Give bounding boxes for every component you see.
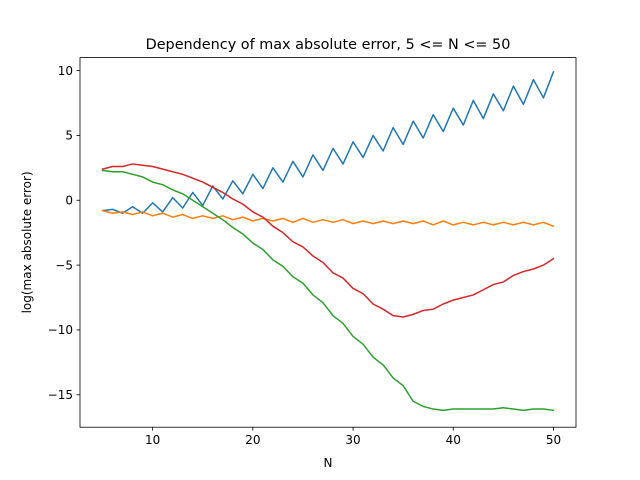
x-tick-label: 50 (546, 433, 561, 447)
plot-frame (79, 57, 577, 428)
series-line-1 (101, 70, 555, 214)
x-tick-label: 10 (145, 433, 160, 447)
y-axis-ticks: −15 −10 −5 0 5 10 (48, 64, 80, 402)
y-tick-label: −15 (48, 388, 73, 402)
series-line-2 (101, 209, 555, 228)
series-line-3 (101, 169, 555, 412)
chart-title: Dependency of max absolute error, 5 <= N… (146, 37, 511, 53)
x-axis-label: N (324, 456, 333, 470)
x-tick-label: 30 (345, 433, 360, 447)
y-tick-label: 5 (65, 129, 73, 143)
y-tick-label: −5 (55, 258, 73, 272)
y-tick-label: 10 (58, 64, 73, 78)
y-tick-label: 0 (65, 194, 73, 208)
x-tick-label: 20 (245, 433, 260, 447)
x-tick-label: 40 (446, 433, 461, 447)
y-axis-label: log(max absolute error) (20, 171, 34, 313)
series-layer (101, 70, 555, 412)
x-axis-ticks: 10 20 30 40 50 (145, 427, 561, 447)
series-line-4 (101, 163, 555, 318)
y-tick-label: −10 (48, 323, 73, 337)
